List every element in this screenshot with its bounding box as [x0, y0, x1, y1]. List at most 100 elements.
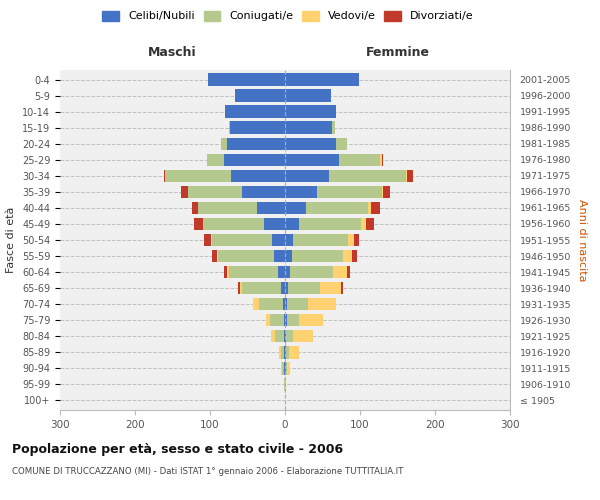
- Bar: [221, 138, 227, 150]
- Bar: [285, 266, 290, 278]
- Bar: [290, 266, 333, 278]
- Bar: [284, 314, 285, 326]
- Bar: [339, 154, 380, 166]
- Bar: [235, 90, 285, 102]
- Bar: [317, 186, 382, 198]
- Bar: [227, 138, 285, 150]
- Bar: [285, 362, 286, 374]
- Bar: [271, 330, 275, 342]
- Bar: [332, 122, 335, 134]
- Bar: [287, 314, 299, 326]
- Bar: [242, 282, 281, 294]
- Bar: [223, 154, 285, 166]
- Bar: [407, 170, 413, 182]
- Bar: [282, 362, 284, 374]
- Bar: [259, 298, 283, 310]
- Bar: [274, 250, 285, 262]
- Bar: [207, 154, 223, 166]
- Bar: [336, 138, 347, 150]
- Bar: [285, 122, 332, 134]
- Bar: [194, 218, 203, 230]
- Bar: [306, 202, 368, 214]
- Bar: [231, 170, 285, 182]
- Bar: [382, 186, 383, 198]
- Bar: [284, 362, 285, 374]
- Bar: [275, 330, 284, 342]
- Bar: [347, 266, 349, 278]
- Text: COMUNE DI TRUCCAZZANO (MI) - Dati ISTAT 1° gennaio 2006 - Elaborazione TUTTITALI: COMUNE DI TRUCCAZZANO (MI) - Dati ISTAT …: [12, 468, 403, 476]
- Bar: [165, 170, 231, 182]
- Bar: [270, 314, 284, 326]
- Bar: [285, 378, 286, 390]
- Bar: [285, 282, 288, 294]
- Bar: [333, 266, 347, 278]
- Bar: [198, 202, 257, 214]
- Bar: [343, 250, 352, 262]
- Bar: [287, 298, 308, 310]
- Bar: [308, 298, 336, 310]
- Bar: [264, 218, 285, 230]
- Bar: [285, 170, 329, 182]
- Bar: [354, 234, 359, 246]
- Bar: [284, 346, 285, 358]
- Bar: [383, 186, 390, 198]
- Bar: [352, 250, 357, 262]
- Bar: [286, 346, 289, 358]
- Bar: [285, 314, 287, 326]
- Bar: [227, 266, 229, 278]
- Bar: [212, 250, 217, 262]
- Text: Femmine: Femmine: [365, 46, 430, 59]
- Bar: [320, 282, 341, 294]
- Bar: [285, 330, 286, 342]
- Bar: [371, 202, 380, 214]
- Bar: [187, 186, 241, 198]
- Bar: [204, 234, 211, 246]
- Bar: [382, 154, 383, 166]
- Bar: [299, 218, 361, 230]
- Bar: [285, 106, 336, 118]
- Bar: [230, 122, 285, 134]
- Bar: [286, 362, 287, 374]
- Bar: [181, 186, 187, 198]
- Bar: [289, 346, 299, 358]
- Text: Maschi: Maschi: [148, 46, 197, 59]
- Bar: [285, 346, 286, 358]
- Bar: [341, 282, 343, 294]
- Bar: [279, 346, 281, 358]
- Bar: [212, 234, 271, 246]
- Bar: [217, 250, 218, 262]
- Bar: [287, 362, 290, 374]
- Bar: [406, 170, 407, 182]
- Bar: [253, 298, 259, 310]
- Bar: [281, 346, 284, 358]
- Bar: [285, 154, 339, 166]
- Bar: [208, 74, 285, 86]
- Y-axis label: Fasce di età: Fasce di età: [7, 207, 16, 273]
- Bar: [229, 122, 230, 134]
- Bar: [163, 170, 165, 182]
- Bar: [218, 250, 274, 262]
- Bar: [285, 138, 336, 150]
- Y-axis label: Anni di nascita: Anni di nascita: [577, 198, 587, 281]
- Legend: Celibi/Nubili, Coniugati/e, Vedovi/e, Divorziati/e: Celibi/Nubili, Coniugati/e, Vedovi/e, Di…: [103, 10, 473, 22]
- Bar: [271, 234, 285, 246]
- Bar: [366, 218, 373, 230]
- Bar: [225, 106, 285, 118]
- Bar: [285, 74, 359, 86]
- Bar: [293, 234, 348, 246]
- Bar: [285, 250, 292, 262]
- Bar: [368, 202, 371, 214]
- Bar: [192, 202, 198, 214]
- Bar: [329, 170, 406, 182]
- Bar: [285, 234, 293, 246]
- Bar: [240, 282, 242, 294]
- Bar: [281, 282, 285, 294]
- Bar: [285, 186, 317, 198]
- Bar: [284, 378, 285, 390]
- Bar: [283, 298, 285, 310]
- Bar: [285, 202, 306, 214]
- Bar: [277, 266, 285, 278]
- Bar: [229, 266, 277, 278]
- Bar: [380, 154, 382, 166]
- Bar: [348, 234, 354, 246]
